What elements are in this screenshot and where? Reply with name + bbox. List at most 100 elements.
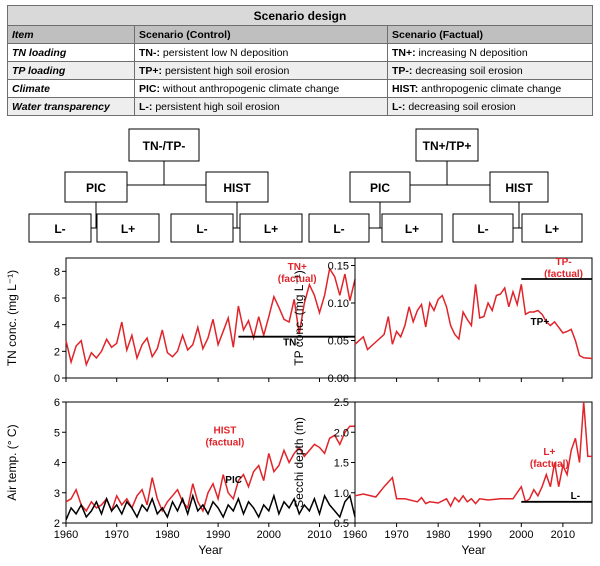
control-text: persistent high soil erosion bbox=[162, 64, 290, 77]
row-item: Water transparency bbox=[7, 97, 135, 116]
y-axis-title: Secchi depth (m) bbox=[292, 417, 306, 508]
y-tick-label: 0.10 bbox=[328, 298, 349, 310]
tree-root-label: TN+/TP+ bbox=[423, 139, 472, 153]
x-axis-title: Year bbox=[461, 543, 485, 557]
y-tick-label: 0.15 bbox=[328, 261, 349, 273]
header-item: Item bbox=[7, 25, 135, 44]
tree-root-box bbox=[415, 128, 479, 162]
tree-leaf-label: L- bbox=[54, 222, 65, 236]
series-label: TP- bbox=[556, 257, 572, 268]
y-tick-label: 1.5 bbox=[334, 458, 349, 470]
y-tick-label: 2.0 bbox=[334, 427, 349, 439]
control-code: TP+: bbox=[139, 64, 163, 77]
factual-code: TP-: bbox=[392, 64, 413, 77]
row-control: PIC: without anthropogenic climate chang… bbox=[134, 79, 388, 98]
x-tick-label: 1970 bbox=[104, 529, 128, 541]
chart-panel-2: 0.00 0.05 0.10 0.15 TP conc. (mg L⁻¹) TP-(fac… bbox=[292, 257, 593, 385]
control-code: L-: bbox=[139, 100, 153, 113]
series-label: (factual) bbox=[205, 437, 244, 448]
scenario-design-table-wrap: Scenario design Item Scenario (Control) … bbox=[7, 5, 593, 116]
series-line bbox=[65, 493, 356, 521]
y-tick-label: 1.0 bbox=[334, 488, 349, 500]
row-control: TP+: persistent high soil erosion bbox=[134, 61, 388, 80]
y-tick-label: 0.5 bbox=[334, 518, 349, 530]
table-header-row: Item Scenario (Control) Scenario (Factua… bbox=[7, 25, 593, 44]
series-line bbox=[354, 284, 593, 360]
header-control: Scenario (Control) bbox=[134, 25, 388, 44]
control-text: without anthropogenic climate change bbox=[160, 82, 340, 95]
tree-node-hist-label: HIST bbox=[505, 181, 533, 195]
tree-leaf-box bbox=[521, 213, 583, 243]
row-item: TP loading bbox=[7, 61, 135, 80]
series-label: (factual) bbox=[544, 269, 583, 280]
y-axis-title: Air temp. (° C) bbox=[5, 424, 19, 500]
x-tick-label: 1980 bbox=[155, 529, 179, 541]
scenario-tree-right: TN+/TP+ PIC HIST L- L+ L- L+ bbox=[308, 128, 583, 243]
control-code: TN-: bbox=[139, 46, 160, 59]
tree-leaf-label: L+ bbox=[545, 222, 559, 236]
row-factual: TP-: decreasing soil erosion bbox=[387, 61, 593, 80]
x-axis-title: Year bbox=[198, 543, 222, 557]
x-tick-label: 1970 bbox=[384, 529, 408, 541]
factual-text: decreasing soil erosion bbox=[405, 100, 516, 113]
chart-panel-4: 0.5 1.0 1.5 2.0 2.5 1960 1970 1980 1990 2000 2010 S… bbox=[292, 397, 593, 557]
series-line bbox=[354, 401, 592, 508]
control-text: persistent high soil erosion bbox=[152, 100, 280, 113]
factual-code: TN+: bbox=[392, 46, 416, 59]
tree-leaf-box bbox=[28, 213, 92, 243]
tree-leaf-box bbox=[452, 213, 514, 243]
y-tick-label: 3 bbox=[54, 488, 60, 500]
x-tick-label: 2010 bbox=[307, 529, 331, 541]
series-label: L- bbox=[571, 491, 580, 502]
x-tick-label: 1990 bbox=[467, 529, 491, 541]
y-tick-label: 8 bbox=[54, 266, 60, 278]
tree-node-hist-box bbox=[205, 171, 269, 203]
row-item: TN loading bbox=[7, 43, 135, 62]
tree-node-pic-box bbox=[64, 171, 128, 203]
table-row: Water transparency L-: persistent high s… bbox=[7, 97, 593, 116]
factual-text: anthropogenic climate change bbox=[418, 82, 562, 95]
tree-leaf-box bbox=[170, 213, 234, 243]
x-tick-label: 1960 bbox=[54, 529, 78, 541]
control-text: persistent low N deposition bbox=[160, 46, 289, 59]
series-line bbox=[65, 266, 356, 368]
chart-panel-1: 0 2 4 6 8 TN conc. (mg L⁻¹) TN+(factual) TN- bbox=[5, 257, 356, 385]
y-tick-label: 4 bbox=[54, 320, 60, 332]
tree-node-pic-label: PIC bbox=[370, 181, 390, 195]
row-control: TN-: persistent low N deposition bbox=[134, 43, 388, 62]
series-label: TN- bbox=[283, 338, 300, 349]
row-factual: TN+: increasing N deposition bbox=[387, 43, 593, 62]
factual-code: L-: bbox=[392, 100, 406, 113]
series-label: TN+ bbox=[288, 262, 307, 273]
tree-node-pic-label: PIC bbox=[86, 181, 106, 195]
scenario-tree-left: TN-/TP- PIC HIST L- L+ L- L+ bbox=[28, 128, 303, 243]
tree-node-pic-box bbox=[349, 171, 411, 203]
tree-leaf-label: L+ bbox=[121, 222, 135, 236]
scenario-design-table: Scenario design Item Scenario (Control) … bbox=[7, 5, 593, 116]
tree-leaf-label: L- bbox=[477, 222, 488, 236]
series-label: PIC bbox=[225, 475, 242, 486]
tree-leaf-label: L- bbox=[333, 222, 344, 236]
y-tick-label: 2 bbox=[54, 346, 60, 358]
series-line bbox=[65, 425, 355, 514]
series-label: L+ bbox=[543, 447, 555, 458]
series-label: HIST bbox=[214, 425, 237, 436]
y-tick-label: 2 bbox=[54, 518, 60, 530]
factual-code: HIST: bbox=[392, 82, 419, 95]
y-tick-label: 0 bbox=[54, 373, 60, 385]
tree-root-box bbox=[128, 128, 200, 162]
tree-node-hist-label: HIST bbox=[223, 181, 251, 195]
row-factual: L-: decreasing soil erosion bbox=[387, 97, 593, 116]
y-axis-title: TN conc. (mg L⁻¹) bbox=[5, 270, 19, 366]
y-tick-label: 2.5 bbox=[334, 397, 349, 409]
factual-text: decreasing soil erosion bbox=[412, 64, 523, 77]
x-tick-label: 2000 bbox=[509, 529, 533, 541]
table-title: Scenario design bbox=[7, 5, 593, 26]
factual-text: increasing N deposition bbox=[415, 46, 528, 59]
x-tick-label: 1980 bbox=[426, 529, 450, 541]
x-tick-label: 2000 bbox=[257, 529, 281, 541]
tree-leaf-box bbox=[381, 213, 443, 243]
series-label: (factual) bbox=[278, 274, 317, 285]
y-tick-label: 5 bbox=[54, 427, 60, 439]
